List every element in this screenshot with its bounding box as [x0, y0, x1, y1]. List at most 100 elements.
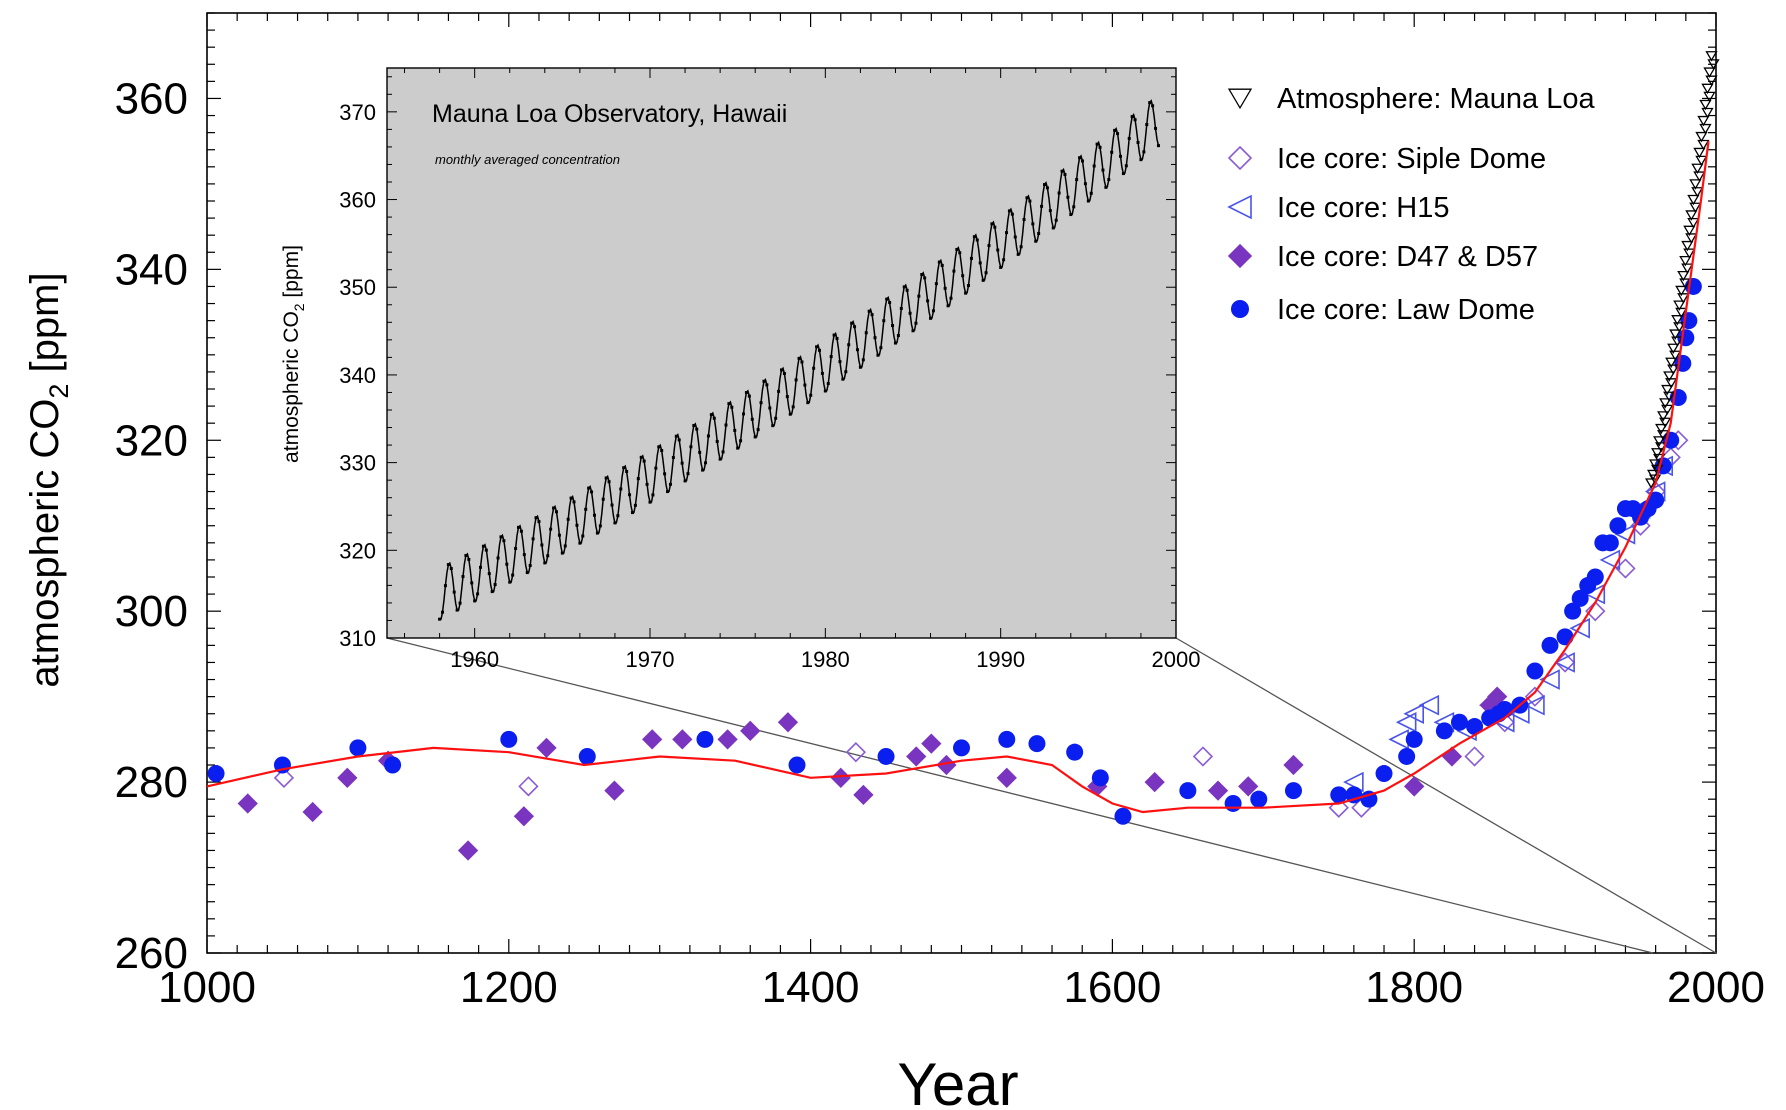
mauna-loa-inset-point — [990, 222, 994, 226]
mauna-loa-inset-point — [461, 575, 465, 579]
ice-core-siple-dome-point — [518, 776, 539, 797]
mauna-loa-inset-point — [1145, 123, 1149, 127]
mauna-loa-inset-point — [712, 416, 716, 420]
mauna-loa-inset-point — [908, 311, 912, 315]
mauna-loa-inset-point — [625, 469, 629, 473]
ice-core-law-dome-point — [1564, 602, 1582, 620]
mauna-loa-inset-point — [607, 480, 611, 484]
mauna-loa-inset-point — [1048, 209, 1052, 213]
mauna-loa-inset-point — [1040, 204, 1044, 208]
spline-fit-line — [206, 141, 1710, 814]
zoom-line-right — [1175, 637, 1717, 954]
mauna-loa-inset-point — [896, 334, 900, 338]
main-x-tick-label: 1400 — [762, 963, 860, 1012]
ice-core-d47-d57-point — [1207, 780, 1229, 801]
mauna-loa-inset-point — [449, 567, 453, 571]
ice-core-h15-point — [1403, 703, 1424, 725]
mauna-loa-inset-point — [452, 590, 456, 594]
mauna-loa-inset-point — [1151, 104, 1155, 108]
mauna-loa-inset-point — [1037, 232, 1041, 236]
ice-core-law-dome-point — [1586, 568, 1604, 586]
mauna-loa-main-point — [1665, 357, 1678, 368]
mauna-loa-inset-point — [969, 256, 973, 260]
ice-core-law-dome-point — [1541, 636, 1559, 654]
mauna-loa-inset-point — [882, 319, 886, 323]
ice-core-law-dome-point — [1360, 790, 1378, 808]
mauna-loa-inset-point — [443, 584, 447, 588]
mauna-loa-main-point — [1705, 75, 1718, 86]
mauna-loa-inset-point — [850, 321, 854, 325]
mauna-loa-inset-point — [981, 278, 985, 282]
mauna-loa-inset-point — [844, 370, 848, 374]
mauna-loa-inset-point — [1156, 144, 1160, 148]
mauna-loa-inset-point — [1072, 205, 1076, 209]
mauna-loa-inset-point — [917, 294, 921, 298]
mauna-loa-inset-point — [581, 534, 585, 538]
mauna-loa-inset-point — [733, 428, 737, 432]
ice-core-law-dome-point — [207, 765, 225, 783]
mauna-loa-inset-point — [1095, 142, 1099, 146]
mauna-loa-inset-point — [595, 531, 599, 535]
ice-core-law-dome-point — [696, 730, 714, 748]
ice-core-law-dome-point — [1405, 730, 1423, 748]
ice-core-d47-d57-point — [777, 712, 799, 733]
ice-core-d47-d57-point — [853, 784, 874, 806]
mauna-loa-main-point — [1699, 99, 1712, 111]
legend-label: Ice core: H15 — [1277, 192, 1449, 224]
ice-core-h15-point — [1554, 652, 1575, 673]
mauna-loa-inset-point — [934, 282, 938, 286]
mauna-loa-main-point — [1697, 139, 1710, 151]
mauna-loa-inset-point — [1028, 199, 1032, 203]
mauna-loa-inset-point — [660, 449, 664, 453]
main-y-axis-label: atmospheric CO2 [ppm] — [23, 272, 74, 687]
mauna-loa-main-point — [1683, 225, 1696, 237]
ice-core-h15-point — [1418, 694, 1440, 716]
inset-y-axis-label: atmospheric CO2 [ppm] — [280, 245, 307, 463]
mauna-loa-inset-point — [943, 286, 947, 290]
mauna-loa-inset-point — [812, 366, 816, 370]
mauna-loa-inset-point — [1113, 128, 1117, 132]
legend-marker — [1227, 243, 1253, 269]
mauna-loa-inset-point — [780, 368, 783, 372]
mauna-loa-main-point — [1695, 131, 1708, 143]
mauna-loa-inset-point — [1139, 158, 1143, 162]
mauna-loa-inset-point — [554, 510, 558, 514]
mauna-loa-inset-point — [724, 423, 728, 427]
mauna-loa-main-point — [1671, 336, 1684, 347]
ice-core-law-dome-point — [1284, 782, 1302, 800]
mauna-loa-inset-point — [794, 378, 798, 382]
inset-y-tick-label: 340 — [339, 363, 376, 388]
main-y-tick-label: 280 — [115, 758, 188, 807]
mauna-loa-main-point — [1649, 459, 1662, 470]
mauna-loa-inset-point — [975, 238, 979, 242]
mauna-loa-inset-point — [967, 284, 971, 288]
ice-core-law-dome-point — [1556, 628, 1574, 646]
mauna-loa-inset-point — [610, 503, 614, 507]
ice-core-d47-d57-point — [717, 729, 738, 750]
mauna-loa-main-point — [1707, 59, 1720, 70]
mauna-loa-main-point — [1677, 270, 1690, 282]
mauna-loa-inset-point — [1063, 172, 1067, 176]
mauna-loa-inset-point — [1057, 191, 1061, 195]
mauna-loa-inset-point — [598, 524, 602, 528]
mauna-loa-inset-point — [753, 435, 757, 439]
mauna-loa-inset-point — [747, 394, 751, 398]
mauna-loa-inset-point — [759, 401, 763, 405]
inset-y-tick-label: 310 — [339, 626, 376, 651]
mauna-loa-inset-point — [806, 401, 810, 405]
ice-core-d47-d57-point — [921, 733, 942, 754]
inset-x-tick-label: 1990 — [976, 647, 1025, 672]
mauna-loa-main-point — [1679, 278, 1692, 289]
ice-core-d47-d57-point — [536, 737, 557, 759]
mauna-loa-inset-point — [788, 412, 792, 416]
inset-y-tick-label: 330 — [339, 451, 376, 476]
mauna-loa-inset-point — [815, 345, 819, 349]
mauna-loa-inset-point — [630, 511, 634, 515]
mauna-loa-inset-point — [803, 383, 807, 387]
ice-core-siple-dome-point — [1192, 746, 1214, 767]
mauna-loa-inset-point — [1002, 258, 1006, 262]
mauna-loa-inset-point — [1075, 178, 1079, 182]
mauna-loa-inset-point — [940, 263, 944, 267]
legend: Atmosphere: Mauna Loa Ice core: Siple Dom… — [1227, 83, 1595, 326]
mauna-loa-inset-point — [742, 412, 746, 416]
